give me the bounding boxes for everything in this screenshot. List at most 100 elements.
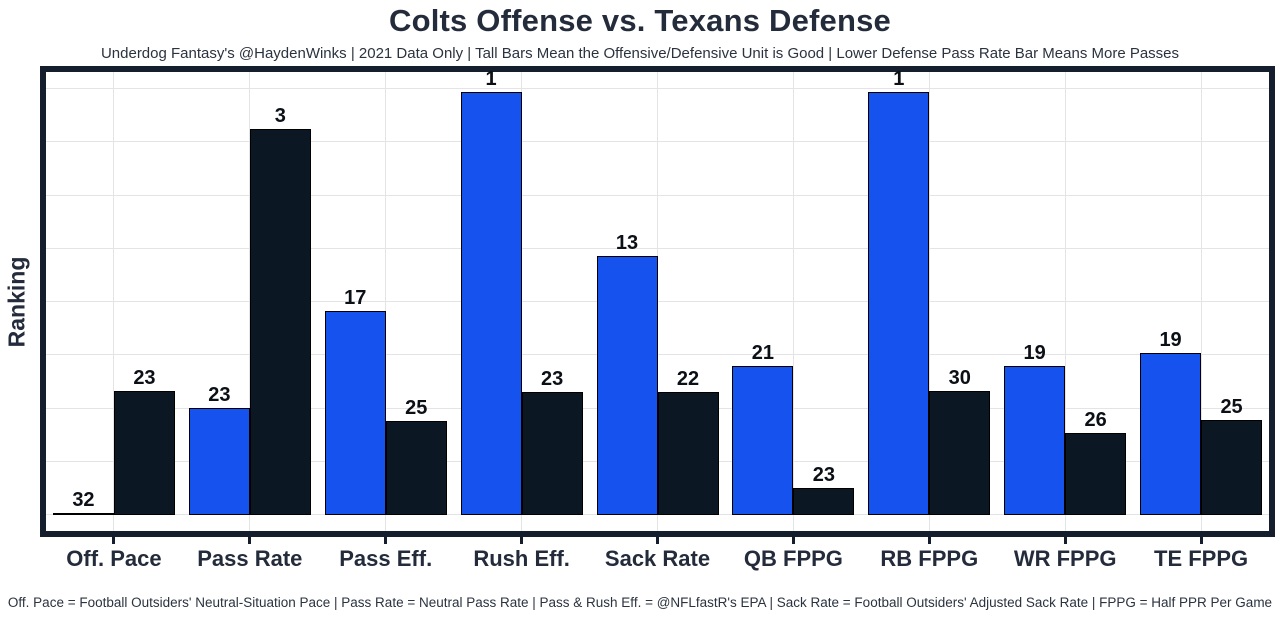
- bar-col-texans-defense-sack-rate: 22: [657, 368, 719, 515]
- bar-group-pass-rate: 23 3: [182, 106, 318, 515]
- bar-group-rush-eff: 1 23: [454, 69, 590, 515]
- chart-title: Colts Offense vs. Texans Defense: [388, 3, 891, 38]
- v-gridline-off-pace: [113, 72, 115, 531]
- bar-col-texans-defense-pass-rate: 3: [249, 105, 311, 515]
- bar-value-label: 23: [133, 367, 156, 389]
- x-tick: [927, 537, 931, 544]
- bar-group-qb-fppg: 21 23: [725, 343, 861, 515]
- x-tick: [112, 537, 116, 544]
- bar-colts-offense-rush-eff: [460, 92, 522, 515]
- bar-group-rb-fppg: 1 30: [861, 69, 997, 515]
- x-axis-cell-te-fppg: TE FPPG: [1133, 537, 1269, 572]
- x-axis-label-qb-fppg: QB FPPG: [743, 546, 843, 571]
- bar-value-label: 23: [208, 384, 231, 406]
- x-tick: [1063, 537, 1067, 544]
- bar-col-texans-defense-te-fppg: 25: [1201, 396, 1263, 515]
- bar-colts-offense-wr-fppg: [1004, 366, 1066, 515]
- bar-col-colts-offense-qb-fppg: 21: [732, 342, 794, 515]
- bar-value-label: 25: [1220, 396, 1243, 418]
- v-gridline-sack-rate: [657, 72, 658, 531]
- bar-col-texans-defense-pass-eff: 25: [385, 397, 447, 515]
- bar-value-label: 19: [1159, 329, 1182, 351]
- bars-layer: 32 23 23 3 17 25 1 23 13 22 21 23 1 30 19 26 19 25: [46, 69, 1269, 515]
- v-gridline-pass-eff: [385, 72, 387, 531]
- bar-col-colts-offense-rb-fppg: 1: [868, 69, 930, 515]
- bar-colts-offense-off-pace: [52, 513, 114, 515]
- bar-col-texans-defense-wr-fppg: 26: [1065, 409, 1127, 515]
- x-axis-label-off-pace: Off. Pace: [66, 546, 162, 571]
- x-tick: [384, 537, 388, 544]
- bar-value-label: 23: [812, 464, 836, 486]
- bar-value-label: 26: [1084, 409, 1107, 431]
- x-axis-cell-off-pace: Off. Pace: [46, 537, 182, 572]
- bar-colts-offense-te-fppg: [1140, 353, 1202, 515]
- bar-texans-defense-off-pace: [113, 391, 175, 515]
- x-axis-cell-pass-rate: Pass Rate: [182, 537, 318, 572]
- bar-colts-offense-pass-rate: [188, 408, 250, 515]
- x-axis-cell-rb-fppg: RB FPPG: [861, 537, 997, 572]
- bar-colts-offense-rb-fppg: [868, 92, 930, 515]
- bar-value-label: 32: [72, 489, 95, 511]
- bar-texans-defense-qb-fppg: [793, 488, 855, 515]
- x-axis-cell-pass-eff: Pass Eff.: [318, 537, 454, 572]
- v-gridline-te-fppg: [1200, 72, 1202, 531]
- x-axis-label-rb-fppg: RB FPPG: [880, 546, 979, 571]
- bar-value-label: 3: [274, 105, 286, 127]
- bar-value-label: 30: [948, 367, 971, 389]
- bar-colts-offense-sack-rate: [596, 256, 658, 515]
- bar-group-sack-rate: 13 22: [590, 233, 726, 515]
- x-axis-cell-sack-rate: Sack Rate: [590, 537, 726, 572]
- x-axis-label-rush-eff: Rush Eff.: [473, 546, 570, 571]
- x-tick: [1199, 537, 1203, 544]
- bar-value-label: 21: [751, 342, 775, 364]
- v-gridline-qb-fppg: [792, 72, 794, 531]
- x-axis-cell-wr-fppg: WR FPPG: [997, 537, 1133, 572]
- bar-col-texans-defense-qb-fppg: 23: [793, 464, 855, 515]
- bar-value-label: 19: [1023, 342, 1046, 364]
- bar-value-label: 23: [540, 368, 564, 390]
- bar-col-colts-offense-off-pace: 32: [52, 489, 114, 515]
- bar-texans-defense-rush-eff: [521, 392, 583, 515]
- bar-col-colts-offense-pass-eff: 17: [324, 287, 386, 515]
- bar-group-te-fppg: 19 25: [1133, 330, 1269, 515]
- bar-value-label: 13: [615, 232, 639, 254]
- bar-group-pass-eff: 17 25: [318, 288, 454, 515]
- bar-value-label: 22: [676, 368, 700, 390]
- x-axis-label-pass-eff: Pass Eff.: [339, 546, 433, 571]
- bar-texans-defense-sack-rate: [657, 392, 719, 515]
- bar-col-colts-offense-te-fppg: 19: [1140, 329, 1202, 515]
- x-axis-label-sack-rate: Sack Rate: [604, 546, 711, 571]
- x-tick: [248, 537, 252, 544]
- bar-col-texans-defense-rush-eff: 23: [521, 368, 583, 515]
- y-axis-label: Ranking: [3, 256, 30, 348]
- x-tick: [520, 537, 524, 544]
- v-gridline-rush-eff: [521, 72, 523, 531]
- x-axis-cell-qb-fppg: QB FPPG: [725, 537, 861, 572]
- bar-col-colts-offense-sack-rate: 13: [596, 232, 658, 515]
- bar-texans-defense-pass-eff: [385, 421, 447, 515]
- x-axis-cell-rush-eff: Rush Eff.: [454, 537, 590, 572]
- bar-texans-defense-rb-fppg: [929, 391, 991, 515]
- bar-group-off-pace: 32 23: [46, 368, 182, 515]
- bar-group-wr-fppg: 19 26: [997, 343, 1133, 515]
- plot-area: 32 23 23 3 17 25 1 23 13 22 21 23 1 30 19 26 19 25: [40, 66, 1275, 537]
- bar-col-texans-defense-off-pace: 23: [113, 367, 175, 515]
- x-axis-label-pass-rate: Pass Rate: [197, 546, 303, 571]
- bar-col-texans-defense-rb-fppg: 30: [929, 367, 991, 515]
- x-axis-label-wr-fppg: WR FPPG: [1013, 546, 1117, 571]
- bar-colts-offense-pass-eff: [324, 311, 386, 515]
- x-tick: [791, 537, 795, 544]
- bar-colts-offense-qb-fppg: [732, 366, 794, 515]
- chart-subtitle: Underdog Fantasy's @HaydenWinks | 2021 D…: [100, 45, 1180, 62]
- x-axis: Off. Pace Pass Rate Pass Eff. Rush Eff. Sack…: [46, 537, 1269, 572]
- bar-col-colts-offense-wr-fppg: 19: [1004, 342, 1066, 515]
- x-axis-label-te-fppg: TE FPPG: [1154, 546, 1249, 571]
- bar-texans-defense-pass-rate: [249, 129, 311, 515]
- footnote: Off. Pace = Football Outsiders' Neutral-…: [7, 595, 1273, 610]
- x-tick: [656, 537, 659, 544]
- bar-col-colts-offense-rush-eff: 1: [460, 68, 522, 515]
- bar-value-label: 1: [485, 68, 497, 90]
- bar-value-label: 25: [405, 397, 428, 419]
- v-gridline-wr-fppg: [1064, 72, 1066, 531]
- bar-value-label: 17: [344, 287, 367, 309]
